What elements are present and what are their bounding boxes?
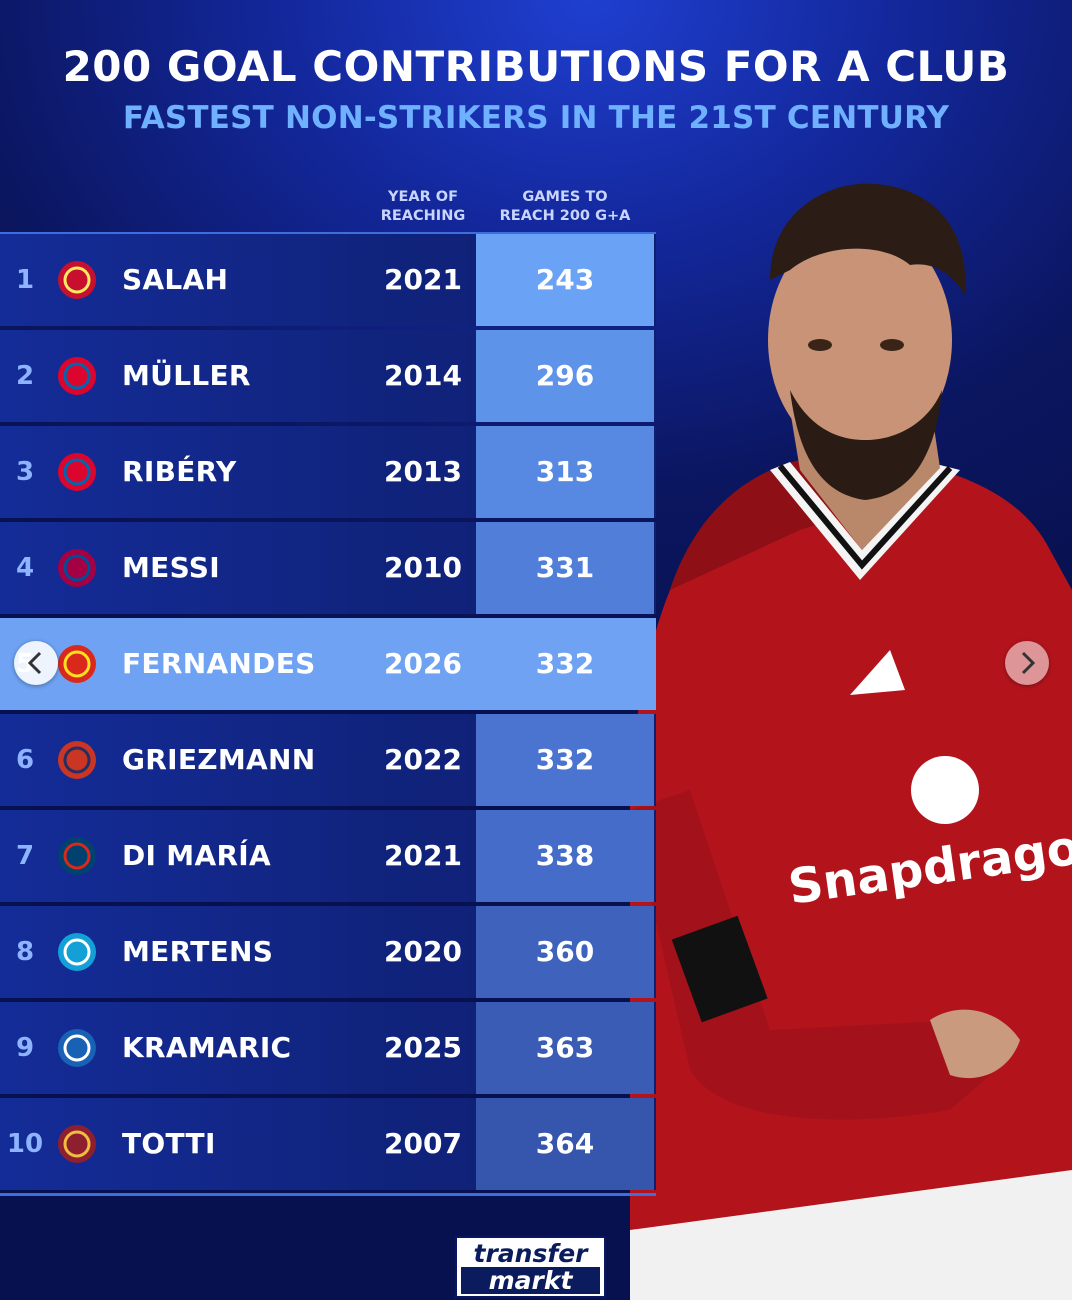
logo-line2: markt xyxy=(461,1267,600,1294)
games-count: 243 xyxy=(476,234,654,326)
hoffenheim-crest-icon xyxy=(58,1029,96,1067)
rank-number: 6 xyxy=(15,745,35,775)
year-reached: 2021 xyxy=(384,263,462,296)
bayern-crest-icon xyxy=(58,357,96,395)
games-count: 332 xyxy=(476,714,654,806)
chevron-right-icon xyxy=(1021,651,1036,675)
napoli-crest-icon xyxy=(58,933,96,971)
bayern-crest-icon xyxy=(58,453,96,491)
logo-line1: transfer xyxy=(473,1239,588,1268)
table-row: 9 KRAMARIC 2025 363 xyxy=(0,1002,656,1094)
next-button[interactable] xyxy=(1005,641,1049,685)
player-name: MÜLLER xyxy=(122,359,251,392)
year-reached: 2007 xyxy=(384,1127,462,1160)
column-header-games: GAMES TO REACH 200 G+A xyxy=(476,188,654,226)
year-reached: 2025 xyxy=(384,1031,462,1064)
rank-number: 9 xyxy=(15,1033,35,1063)
column-header-year: YEAR OF REACHING xyxy=(372,188,474,226)
player-name: DI MARÍA xyxy=(122,839,271,872)
player-name: MESSI xyxy=(122,551,220,584)
atletico-crest-icon xyxy=(58,741,96,779)
player-name: FERNANDES xyxy=(122,647,316,680)
column-header-year-line2: REACHING xyxy=(380,208,466,224)
table-row: 8 MERTENS 2020 360 xyxy=(0,906,656,998)
column-header-games-line1: GAMES TO xyxy=(522,189,608,205)
table-row: 10 TOTTI 2007 364 xyxy=(0,1098,656,1190)
player-name: TOTTI xyxy=(122,1127,216,1160)
roma-crest-icon xyxy=(58,1125,96,1163)
manutd-crest-icon xyxy=(58,645,96,683)
year-reached: 2013 xyxy=(384,455,462,488)
player-photo: Snapdragon xyxy=(630,183,1072,1300)
games-count: 332 xyxy=(476,618,654,710)
previous-button[interactable] xyxy=(14,641,58,685)
year-reached: 2026 xyxy=(384,647,462,680)
year-reached: 2020 xyxy=(384,935,462,968)
player-name: SALAH xyxy=(122,263,229,296)
table-row: 1 SALAH 2021 243 xyxy=(0,234,656,326)
games-count: 364 xyxy=(476,1098,654,1190)
rank-number: 4 xyxy=(15,553,35,583)
player-name: RIBÉRY xyxy=(122,455,237,488)
table-row: 3 RIBÉRY 2013 313 xyxy=(0,426,656,518)
games-count: 331 xyxy=(476,522,654,614)
table-row: 6 GRIEZMANN 2022 332 xyxy=(0,714,656,806)
games-count: 363 xyxy=(476,1002,654,1094)
rank-number: 1 xyxy=(15,265,35,295)
games-count: 313 xyxy=(476,426,654,518)
table-bottom-line xyxy=(0,1193,656,1196)
ranking-table: 1 SALAH 2021 243 2 MÜLLER 2014 296 3 RIBÉRY 2013 31… xyxy=(0,234,656,1194)
column-header-games-line2: REACH 200 G+A xyxy=(499,208,631,224)
player-name: MERTENS xyxy=(122,935,274,968)
table-row: 2 MÜLLER 2014 296 xyxy=(0,330,656,422)
year-reached: 2010 xyxy=(384,551,462,584)
table-row: 4 MESSI 2010 331 xyxy=(0,522,656,614)
rank-number: 3 xyxy=(15,457,35,487)
games-count: 296 xyxy=(476,330,654,422)
games-count: 338 xyxy=(476,810,654,902)
page-subtitle: FASTEST NON-STRIKERS IN THE 21ST CENTURY xyxy=(122,100,950,136)
psg-crest-icon xyxy=(58,837,96,875)
table-row: 7 DI MARÍA 2021 338 xyxy=(0,810,656,902)
year-reached: 2022 xyxy=(384,743,462,776)
page-title: 200 GOAL CONTRIBUTIONS FOR A CLUB xyxy=(62,42,1010,91)
barcelona-crest-icon xyxy=(58,549,96,587)
rank-number: 7 xyxy=(15,841,35,871)
liverpool-crest-icon xyxy=(58,261,96,299)
rank-number: 8 xyxy=(15,937,35,967)
games-count: 360 xyxy=(476,906,654,998)
transfermarkt-logo: transfer markt xyxy=(455,1236,606,1298)
table-top-line xyxy=(0,232,656,235)
column-header-year-line1: YEAR OF xyxy=(387,189,459,205)
player-name: KRAMARIC xyxy=(122,1031,292,1064)
year-reached: 2021 xyxy=(384,839,462,872)
chevron-left-icon xyxy=(27,651,42,675)
year-reached: 2014 xyxy=(384,359,462,392)
rank-number: 10 xyxy=(6,1129,44,1159)
rank-number: 2 xyxy=(15,361,35,391)
table-row: 5FERNANDES2026332 xyxy=(0,618,656,710)
player-name: GRIEZMANN xyxy=(122,743,316,776)
